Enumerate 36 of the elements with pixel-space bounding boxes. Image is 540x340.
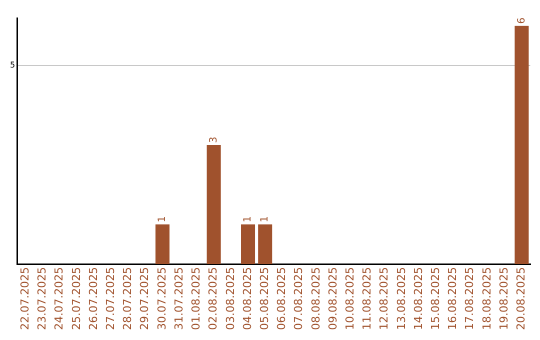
x-tick-label: 23.07.2025: [36, 267, 49, 330]
data-label: 3: [208, 136, 220, 143]
x-tick-label: 03.08.2025: [224, 267, 237, 330]
x-tick-label: 08.08.2025: [309, 267, 322, 330]
x-tick-label: 30.07.2025: [155, 267, 168, 330]
x-tick-label: 17.08.2025: [463, 267, 476, 330]
x-tick-label: 07.08.2025: [292, 267, 306, 330]
data-label: 6: [516, 18, 528, 24]
x-tick-label: 27.07.2025: [104, 267, 118, 330]
x-tick-label: 28.07.2025: [121, 267, 134, 330]
x-tick-label: 14.08.2025: [412, 267, 425, 330]
x-tick-label: 06.08.2025: [275, 267, 288, 330]
x-tick-label: 16.08.2025: [446, 267, 460, 330]
x-tick-label: 26.07.2025: [86, 267, 100, 330]
x-tick-label: 20.08.2025: [514, 267, 528, 330]
x-tick-label: 05.08.2025: [258, 267, 271, 330]
data-label: 1: [157, 216, 168, 222]
x-tick-label: 11.08.2025: [360, 267, 374, 330]
x-tick-label: 15.08.2025: [429, 267, 442, 330]
x-tick-label: 01.08.2025: [190, 267, 203, 330]
x-tick-label: 04.08.2025: [240, 267, 254, 330]
x-tick-label: 22.07.2025: [18, 267, 32, 330]
x-tick-label: 31.07.2025: [172, 267, 186, 330]
x-tick-label: 12.08.2025: [378, 267, 391, 330]
x-tick-label: 29.07.2025: [138, 267, 152, 330]
x-tick-label: 09.08.2025: [326, 267, 340, 330]
x-tick-label: 13.08.2025: [394, 267, 408, 330]
data-label: 1: [242, 216, 254, 222]
x-tick-label: 18.08.2025: [480, 267, 494, 330]
y-tick-label: 5: [10, 60, 16, 70]
x-tick-label: 19.08.2025: [497, 267, 510, 330]
x-tick-label: 02.08.2025: [206, 267, 220, 330]
data-label: 1: [260, 216, 271, 222]
x-tick-label: 25.07.2025: [70, 267, 83, 330]
x-tick-label: 24.07.2025: [52, 267, 66, 330]
x-tick-label: 10.08.2025: [344, 267, 357, 330]
